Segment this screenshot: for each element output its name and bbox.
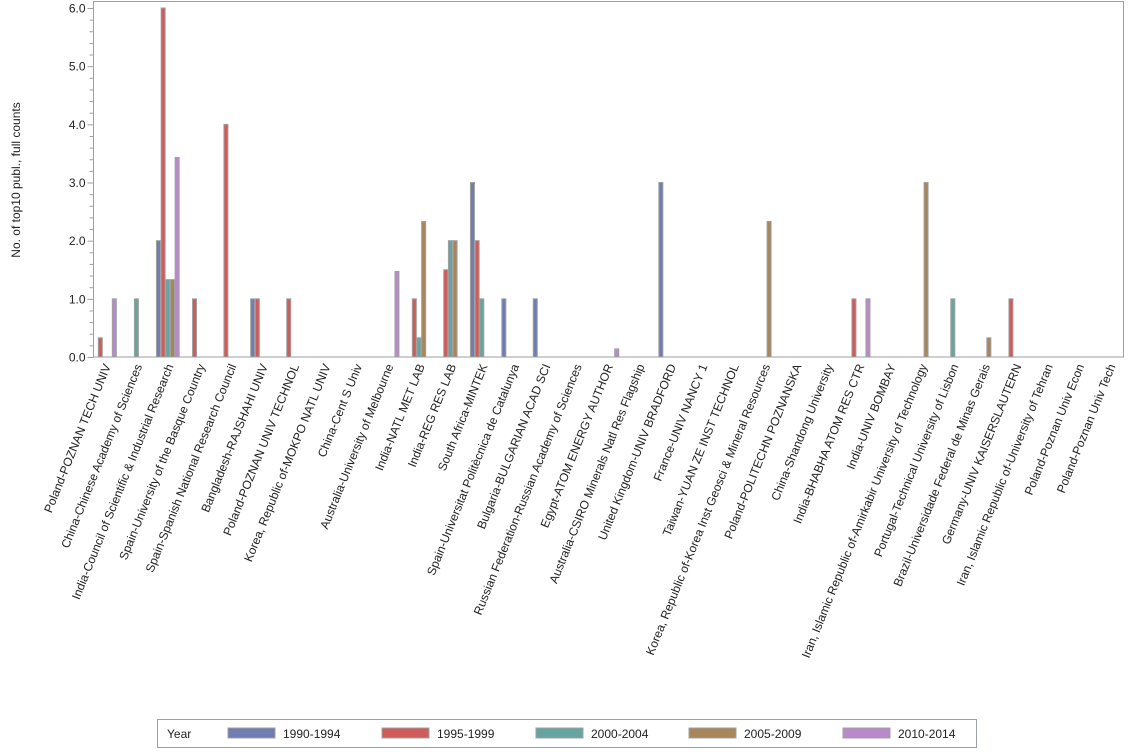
legend-label: 2010-2014 bbox=[898, 727, 956, 741]
bar-2000-2004-11 bbox=[447, 240, 453, 358]
legend-label: 1990-1994 bbox=[283, 727, 341, 741]
y-axis: 0.0 1.0 2.0 3.0 4.0 5.0 6.0 bbox=[69, 2, 94, 365]
legend-label: 2000-2004 bbox=[591, 727, 649, 741]
bar-1990-1994-12 bbox=[469, 182, 475, 358]
bar-2000-2004-1 bbox=[133, 298, 139, 358]
bar-2010-2014-2 bbox=[174, 156, 180, 358]
legend-label: 2005-2009 bbox=[744, 727, 802, 741]
legend-swatch-2005-2009 bbox=[688, 727, 737, 739]
legend-swatch-1995-1999 bbox=[381, 727, 430, 739]
bar-1995-1999-3 bbox=[192, 298, 198, 358]
bar-1995-1999-12 bbox=[474, 240, 480, 358]
legend: Year 1990-1994 1995-1999 2000-2004 2005-200… bbox=[157, 719, 977, 748]
legend-frame bbox=[157, 719, 977, 748]
bar-2000-2004-10 bbox=[416, 337, 422, 358]
bar-1995-1999-29 bbox=[1008, 298, 1014, 358]
legend-title: Year bbox=[167, 727, 191, 741]
bar-2005-2009-26 bbox=[923, 182, 929, 358]
bar-2005-2009-21 bbox=[766, 220, 772, 358]
bar-2010-2014-24 bbox=[865, 298, 871, 358]
bar-2005-2009-28 bbox=[986, 337, 992, 358]
bar-1995-1999-4 bbox=[223, 123, 229, 358]
bar-1990-1994-14 bbox=[532, 298, 538, 358]
y-tick-label: 0.0 bbox=[69, 351, 86, 365]
bar-1995-1999-2 bbox=[160, 7, 166, 358]
bar-1995-1999-24 bbox=[851, 298, 857, 358]
bar-1990-1994-13 bbox=[501, 298, 507, 358]
legend-swatch-2010-2014 bbox=[842, 727, 891, 739]
bars bbox=[97, 7, 1014, 358]
bar-2000-2004-2 bbox=[165, 279, 171, 358]
y-tick-label: 3.0 bbox=[69, 176, 86, 190]
bar-1995-1999-0 bbox=[97, 337, 103, 358]
bar-2010-2014-9 bbox=[394, 270, 400, 358]
y-tick-label: 6.0 bbox=[69, 2, 86, 16]
bar-2005-2009-10 bbox=[421, 220, 427, 358]
bar-1990-1994-18 bbox=[658, 182, 664, 358]
bar-2010-2014-16 bbox=[614, 348, 620, 358]
y-axis-title: No. of top10 publ., full counts bbox=[9, 102, 23, 257]
legend-label: 1995-1999 bbox=[437, 727, 495, 741]
bar-1995-1999-10 bbox=[411, 298, 417, 358]
bar-1990-1994-5 bbox=[250, 298, 256, 358]
plot-frame bbox=[93, 1, 1124, 358]
bar-1995-1999-5 bbox=[254, 298, 260, 358]
x-tick-label: Poland-Poznan Univ Tech bbox=[1054, 362, 1119, 495]
bar-2005-2009-2 bbox=[169, 279, 175, 358]
bar-1990-1994-2 bbox=[155, 240, 161, 358]
bar-2010-2014-0 bbox=[111, 298, 117, 358]
legend-swatch-1990-1994 bbox=[227, 727, 276, 739]
y-tick-label: 1.0 bbox=[69, 292, 86, 306]
bar-2000-2004-12 bbox=[479, 298, 485, 358]
bar-1995-1999-11 bbox=[443, 269, 449, 358]
bar-2005-2009-11 bbox=[452, 240, 458, 358]
y-tick-label: 5.0 bbox=[69, 60, 86, 74]
bar-2000-2004-27 bbox=[950, 298, 956, 358]
y-tick-label: 2.0 bbox=[69, 234, 86, 248]
bar-1995-1999-6 bbox=[286, 298, 292, 358]
y-tick-label: 4.0 bbox=[69, 118, 86, 132]
legend-swatch-2000-2004 bbox=[535, 727, 584, 739]
